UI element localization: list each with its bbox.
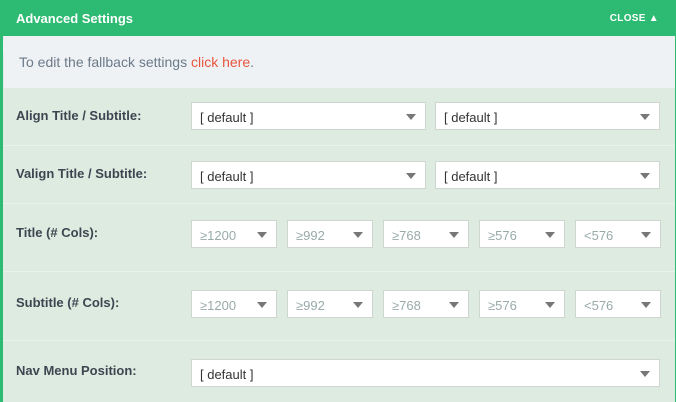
chevron-down-icon bbox=[545, 302, 555, 308]
align-label: Align Title / Subtitle: bbox=[16, 108, 142, 123]
chevron-down-icon bbox=[641, 232, 651, 238]
subtitle-cols-select[interactable]: ≥576 bbox=[479, 290, 565, 318]
chevron-down-icon bbox=[640, 371, 650, 377]
valign-row: Valign Title / Subtitle: bbox=[3, 146, 675, 204]
panel-title: Advanced Settings bbox=[16, 11, 134, 26]
valign-label: Valign Title / Subtitle: bbox=[16, 166, 148, 181]
nav-menu-position-select[interactable]: [ default ] bbox=[191, 359, 660, 387]
nav-menu-label: Nav Menu Position: bbox=[16, 363, 137, 378]
subtitle-cols-row: Subtitle (# Cols): bbox=[3, 272, 675, 341]
subtitle-cols-select[interactable]: <576 bbox=[575, 290, 661, 318]
valign-subtitle-select[interactable]: [ default ] bbox=[435, 161, 660, 189]
info-icon: i bbox=[3, 36, 15, 88]
align-subtitle-select[interactable]: [ default ] bbox=[435, 102, 660, 130]
chevron-down-icon bbox=[449, 302, 459, 308]
chevron-down-icon bbox=[406, 173, 416, 179]
chevron-down-icon bbox=[353, 232, 363, 238]
title-cols-row: Title (# Cols): bbox=[3, 204, 675, 272]
chevron-down-icon bbox=[257, 302, 267, 308]
chevron-down-icon bbox=[406, 114, 416, 120]
title-cols-select[interactable]: ≥576 bbox=[479, 220, 565, 248]
title-cols-label: Title (# Cols): bbox=[16, 225, 99, 240]
info-suffix: . bbox=[250, 54, 255, 70]
info-text: To edit the fallback settings click here… bbox=[19, 54, 254, 70]
close-button[interactable]: CLOSE ▲ bbox=[609, 13, 659, 24]
subtitle-cols-select[interactable]: ≥992 bbox=[287, 290, 373, 318]
subtitle-cols-select[interactable]: ≥1200 bbox=[191, 290, 277, 318]
info-message: To edit the fallback settings bbox=[19, 54, 191, 70]
info-banner: i To edit the fallback settings click he… bbox=[3, 36, 675, 88]
panel-header: Advanced Settings CLOSE ▲ bbox=[0, 0, 676, 36]
chevron-down-icon bbox=[640, 173, 650, 179]
chevron-down-icon bbox=[257, 232, 267, 238]
title-cols-select[interactable]: ≥768 bbox=[383, 220, 469, 248]
fallback-settings-link[interactable]: click here bbox=[191, 54, 251, 70]
chevron-down-icon bbox=[353, 302, 363, 308]
title-cols-select[interactable]: ≥1200 bbox=[191, 220, 277, 248]
chevron-down-icon bbox=[545, 232, 555, 238]
title-cols-select[interactable]: <576 bbox=[575, 220, 661, 248]
subtitle-cols-select[interactable]: ≥768 bbox=[383, 290, 469, 318]
nav-menu-row: Nav Menu Position: bbox=[3, 341, 675, 402]
chevron-down-icon bbox=[640, 114, 650, 120]
title-cols-select[interactable]: ≥992 bbox=[287, 220, 373, 248]
align-title-select[interactable]: [ default ] bbox=[191, 102, 426, 130]
valign-title-select[interactable]: [ default ] bbox=[191, 161, 426, 189]
chevron-down-icon bbox=[641, 302, 651, 308]
align-row: Align Title / Subtitle: bbox=[3, 88, 675, 146]
chevron-down-icon bbox=[449, 232, 459, 238]
subtitle-cols-label: Subtitle (# Cols): bbox=[16, 295, 120, 310]
